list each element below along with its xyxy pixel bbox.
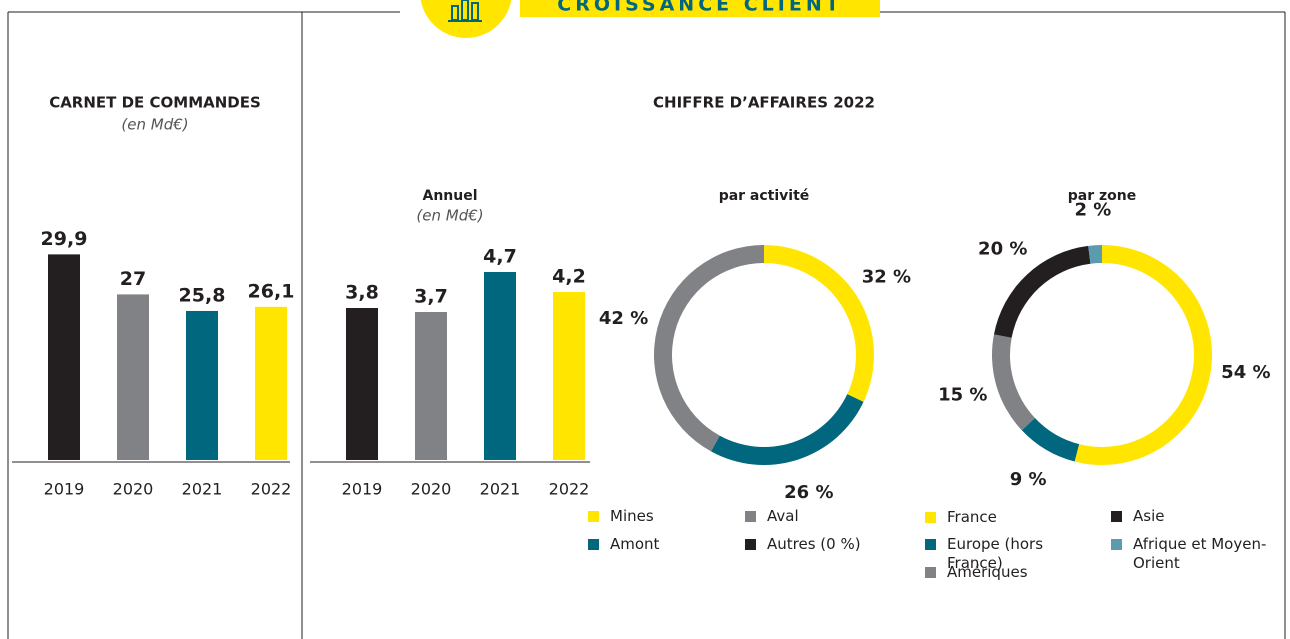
legend-item: Amont	[588, 535, 750, 554]
x-tick-label: 2021	[182, 480, 223, 499]
legend-label: Amériques	[947, 563, 1028, 581]
legend-swatch	[1111, 539, 1122, 550]
legend-label: France	[947, 508, 997, 526]
frame	[7, 11, 1286, 639]
legend-swatch	[745, 539, 756, 550]
value-label: 42 %	[599, 308, 648, 329]
value-label: 4,2	[552, 266, 586, 288]
donut-segment	[993, 245, 1091, 338]
legend-item: Amériques	[925, 563, 1087, 582]
legend-label: Afrique et Moyen-Orient	[1133, 535, 1267, 572]
header-badge	[420, 0, 512, 38]
value-label: 15 %	[938, 384, 987, 405]
header-band	[520, 0, 880, 17]
chart-title: Annuel	[422, 188, 477, 204]
donut-segment	[654, 245, 764, 452]
legend-item: France	[925, 508, 1087, 527]
x-tick-label: 2021	[480, 480, 521, 499]
x-tick-label: 2019	[44, 480, 85, 499]
bar	[48, 254, 80, 460]
legend-item: Autres (0 %)	[745, 535, 907, 554]
value-label: 29,9	[41, 228, 88, 250]
legend-swatch	[745, 511, 756, 522]
chart-title: CARNET DE COMMANDES	[49, 94, 261, 112]
value-label: 26,1	[248, 280, 295, 302]
value-label: 32 %	[862, 266, 911, 287]
value-label: 20 %	[978, 238, 1027, 259]
legend-label: Europe (hors France)	[947, 535, 1044, 572]
chart-subtitle: (en Md€)	[121, 116, 188, 134]
legend-item: Europe (hors France)	[925, 535, 1087, 573]
legend-label: Autres (0 %)	[767, 535, 861, 553]
legend-item: Asie	[1111, 507, 1273, 526]
bar	[415, 312, 447, 460]
bar	[255, 306, 287, 460]
value-label: 3,8	[345, 282, 379, 304]
legend-label: Amont	[610, 535, 660, 553]
section-title: CHIFFRE D’AFFAIRES 2022	[653, 94, 875, 112]
bar	[346, 308, 378, 460]
bar	[117, 294, 149, 460]
legend-item: Aval	[745, 507, 907, 526]
value-label: 26 %	[784, 482, 833, 503]
donut-segment	[711, 394, 864, 466]
header-title: CROISSANCE CLIENT	[557, 0, 842, 16]
donut-segment	[1074, 245, 1212, 465]
value-label: 3,7	[414, 286, 448, 308]
header-icon	[448, 0, 482, 22]
legend-label: Mines	[610, 507, 654, 525]
legend-label: Asie	[1133, 507, 1165, 525]
donut-segment	[764, 245, 874, 402]
value-label: 9 %	[1010, 469, 1047, 490]
legend-item: Mines	[588, 507, 750, 526]
x-tick-label: 2020	[411, 480, 452, 499]
legend-swatch	[925, 567, 936, 578]
x-tick-label: 2020	[113, 480, 154, 499]
value-label: 54 %	[1221, 362, 1270, 383]
legend-item: Afrique et Moyen-Orient	[1111, 535, 1273, 573]
bar	[484, 272, 516, 460]
x-tick-label: 2022	[251, 480, 292, 499]
bar	[553, 292, 585, 460]
donut-segment	[992, 334, 1035, 431]
donut-segment	[1021, 417, 1080, 462]
chart-subtitle: (en Md€)	[416, 207, 483, 225]
legend-swatch	[588, 539, 599, 550]
donut-segment	[1088, 245, 1102, 264]
legend-swatch	[1111, 511, 1122, 522]
legend-swatch	[588, 511, 599, 522]
value-label: 25,8	[179, 284, 226, 306]
legend-label: Aval	[767, 507, 799, 525]
x-tick-label: 2022	[549, 480, 590, 499]
bar	[186, 310, 218, 460]
value-label: 4,7	[483, 246, 517, 268]
chart-title: par zone	[1068, 188, 1136, 204]
x-tick-label: 2019	[342, 480, 383, 499]
legend-swatch	[925, 539, 936, 550]
chart-title: par activité	[719, 188, 810, 204]
legend-swatch	[925, 512, 936, 523]
value-label: 27	[120, 268, 146, 290]
value-label: 2 %	[1074, 199, 1111, 220]
